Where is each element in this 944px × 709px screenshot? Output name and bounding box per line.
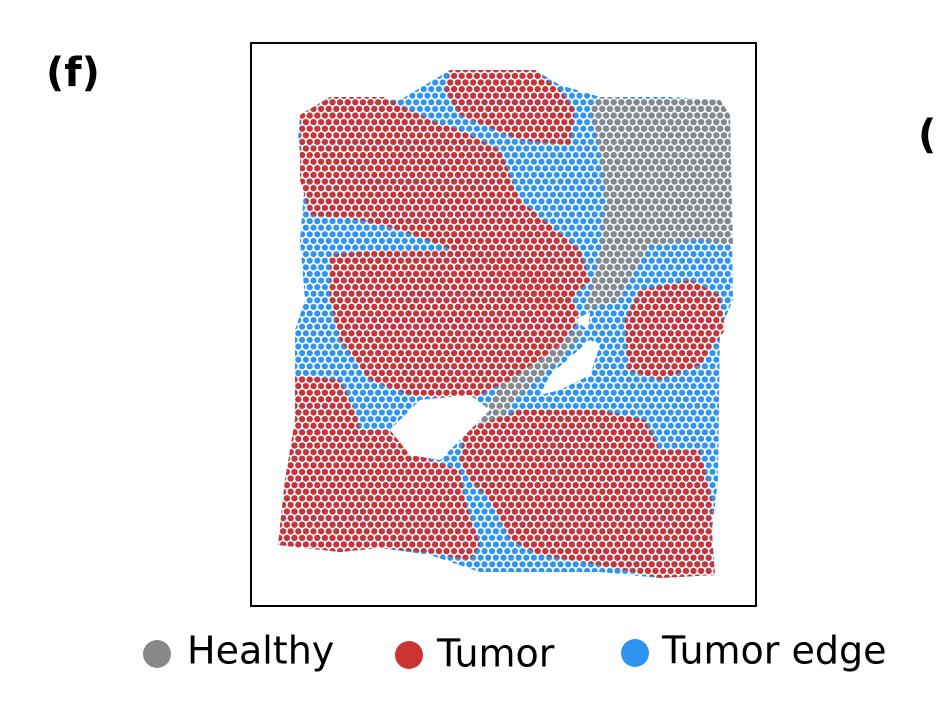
legend-swatch [621, 639, 649, 667]
legend-label: Healthy [187, 629, 334, 673]
tissue-hole [390, 395, 490, 460]
legend-label: Tumor [436, 632, 555, 676]
tumor-region [278, 375, 480, 560]
next-panel-label: ( [918, 112, 936, 158]
frame [250, 42, 757, 607]
tissue-hole [575, 312, 590, 330]
tissue-map [278, 70, 733, 578]
tumor-region [445, 70, 575, 145]
tumor-region [460, 410, 715, 578]
tumor-region [330, 250, 580, 400]
healthy-region [460, 330, 585, 440]
panel-label: (f) [46, 50, 100, 96]
legend-swatch [143, 640, 171, 668]
legend-label: Tumor edge [661, 629, 887, 673]
tumor-region [625, 280, 725, 380]
tissue-hole [540, 340, 600, 395]
legend: Healthy Tumor Tumor edge [143, 629, 887, 676]
tumor-region [300, 97, 590, 310]
legend-swatch [395, 641, 423, 669]
healthy-region [585, 97, 733, 310]
